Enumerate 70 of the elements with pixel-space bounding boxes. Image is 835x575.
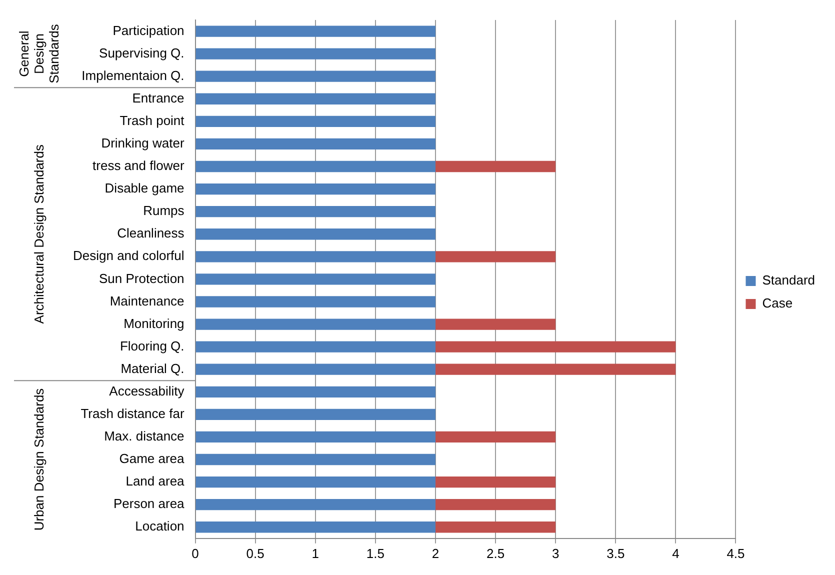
bar	[196, 476, 436, 488]
y-tick-label: Accessability	[109, 383, 185, 398]
legend-label: Case	[762, 296, 793, 311]
y-tick-label: Rumps	[143, 203, 185, 218]
bar	[196, 116, 436, 128]
bar	[196, 499, 436, 510]
y-tick-label: Drinking water	[101, 136, 185, 151]
bar	[435, 341, 676, 352]
bar	[196, 160, 436, 172]
bar	[435, 476, 556, 488]
bar	[196, 274, 436, 285]
bar	[196, 138, 436, 150]
y-tick-label: Game area	[119, 451, 186, 466]
text: Architectural Design Standards	[32, 144, 47, 324]
x-tick-label: 3.5	[606, 546, 625, 561]
y-tick-label: Trash distance far	[80, 406, 185, 422]
bar	[196, 183, 436, 195]
bar	[196, 251, 436, 262]
x-tick-label: 2.5	[486, 546, 505, 561]
bar	[196, 341, 436, 352]
y-tick-label: Sun Protection	[99, 270, 184, 286]
bar	[196, 386, 436, 398]
bar	[196, 454, 436, 466]
bar	[196, 26, 436, 37]
bar	[196, 206, 436, 218]
x-tick-label: 1	[312, 546, 320, 561]
y-tick-label: Material Q.	[120, 360, 184, 376]
bar	[196, 522, 436, 533]
bar	[435, 431, 556, 443]
x-tick-label: 3	[552, 546, 560, 561]
bar	[196, 228, 436, 240]
y-tick-label: Monitoring	[124, 316, 184, 331]
text: General Design Standards	[16, 24, 62, 84]
y-tick-label: Disable game	[104, 180, 184, 196]
bar	[196, 70, 436, 82]
y-tick-label: Cleanliness	[117, 226, 185, 241]
x-tick-label: 4.5	[726, 546, 745, 561]
x-tick-label: 0	[192, 546, 199, 561]
y-tick-label: Max. distance	[104, 428, 184, 444]
bar	[196, 48, 436, 60]
bar	[196, 296, 436, 308]
bar	[196, 408, 436, 420]
bar	[196, 93, 436, 104]
y-tick-label: Supervising Q.	[99, 45, 184, 60]
bar	[435, 318, 556, 330]
legend-label: Standard	[762, 272, 816, 288]
x-tick-label: 0.5	[246, 546, 264, 561]
bar	[435, 364, 676, 375]
y-tick-label: Person area	[113, 496, 186, 512]
y-tick-label: Trash point	[120, 113, 185, 128]
bar	[196, 318, 436, 330]
y-tick-label: Design and colorful	[72, 248, 184, 264]
y-tick-label: Location	[135, 518, 184, 534]
y-tick-label: Implementaion Q.	[82, 68, 184, 83]
bar	[196, 364, 436, 375]
y-tick-label: Land area	[126, 474, 186, 489]
bar	[435, 160, 556, 172]
bar	[196, 431, 436, 443]
bar	[435, 499, 556, 510]
bar	[435, 251, 556, 262]
x-tick-label: 1.5	[366, 546, 384, 561]
y-tick-label: Maintenance	[110, 293, 184, 308]
y-tick-label: Participation	[112, 22, 184, 38]
text: Urban Design Standards	[32, 388, 47, 531]
x-tick-label: 4	[672, 546, 680, 561]
y-tick-label: Entrance	[132, 90, 184, 106]
bar	[435, 522, 556, 533]
y-tick-label: tress and flower	[92, 158, 185, 174]
y-tick-label: Flooring Q.	[120, 338, 184, 354]
x-tick-label: 2	[432, 546, 440, 561]
